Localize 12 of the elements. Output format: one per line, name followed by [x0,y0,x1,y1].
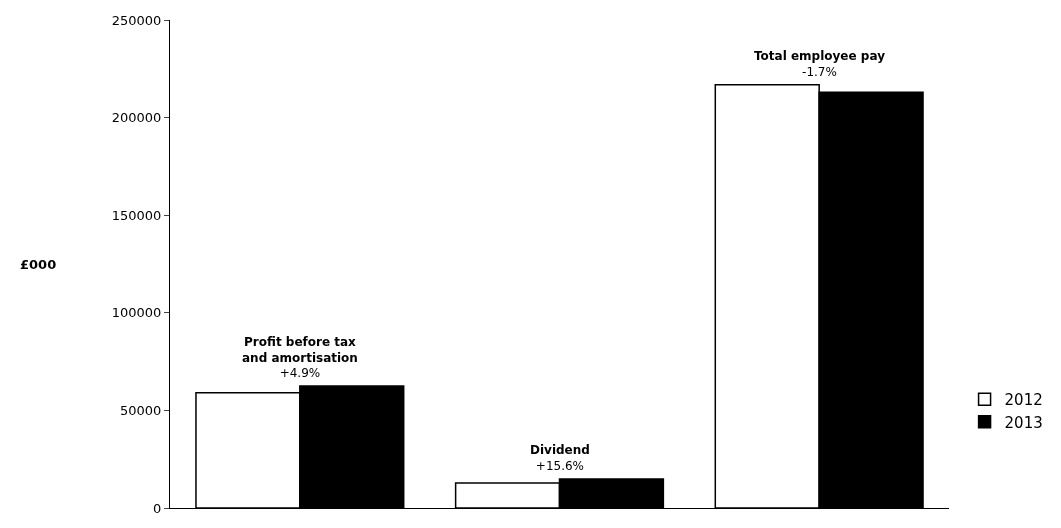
annotation: Dividend +15.6% [530,443,590,473]
y-tick-label: 150000 [111,207,162,223]
annotation: Total employee pay -1.7% [754,49,886,79]
y-tick-label: 0 [153,500,162,516]
annotation: Profit before tax and amortisation +4.9% [242,335,358,381]
legend-label: 2012 [1004,391,1043,409]
y-tick-label: 250000 [111,12,162,28]
y-tick-label: 200000 [111,110,162,126]
legend-label: 2013 [1004,413,1043,432]
y-tick-label: 50000 [120,402,162,418]
y-axis-title: £000 [20,257,57,272]
y-tick-label: 100000 [111,305,162,321]
